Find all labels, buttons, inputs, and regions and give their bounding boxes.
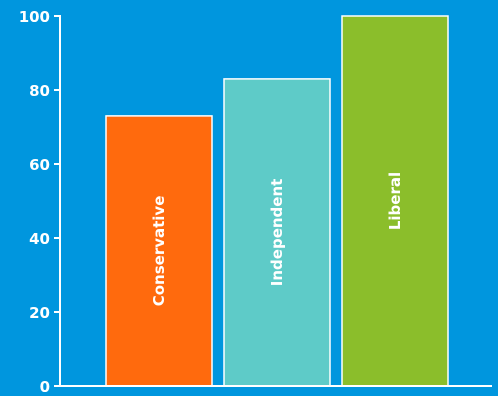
bar-label-conservative: Conservative — [150, 196, 168, 307]
y-tick-label: 40 — [29, 230, 50, 248]
bars-group: Conservative Independent Liberal — [105, 15, 449, 387]
bar-label-liberal: Liberal — [386, 172, 404, 230]
y-tick-label: 0 — [40, 378, 50, 396]
bar-liberal — [341, 15, 449, 387]
y-axis: 0 20 40 60 80 100 — [19, 8, 61, 396]
y-tick-label: 20 — [29, 304, 50, 322]
y-tick-label: 60 — [29, 156, 50, 174]
bar-independent — [223, 78, 331, 387]
bar-label-independent: Independent — [268, 179, 286, 287]
y-tick-label: 100 — [19, 8, 50, 26]
y-tick-label: 80 — [29, 82, 50, 100]
